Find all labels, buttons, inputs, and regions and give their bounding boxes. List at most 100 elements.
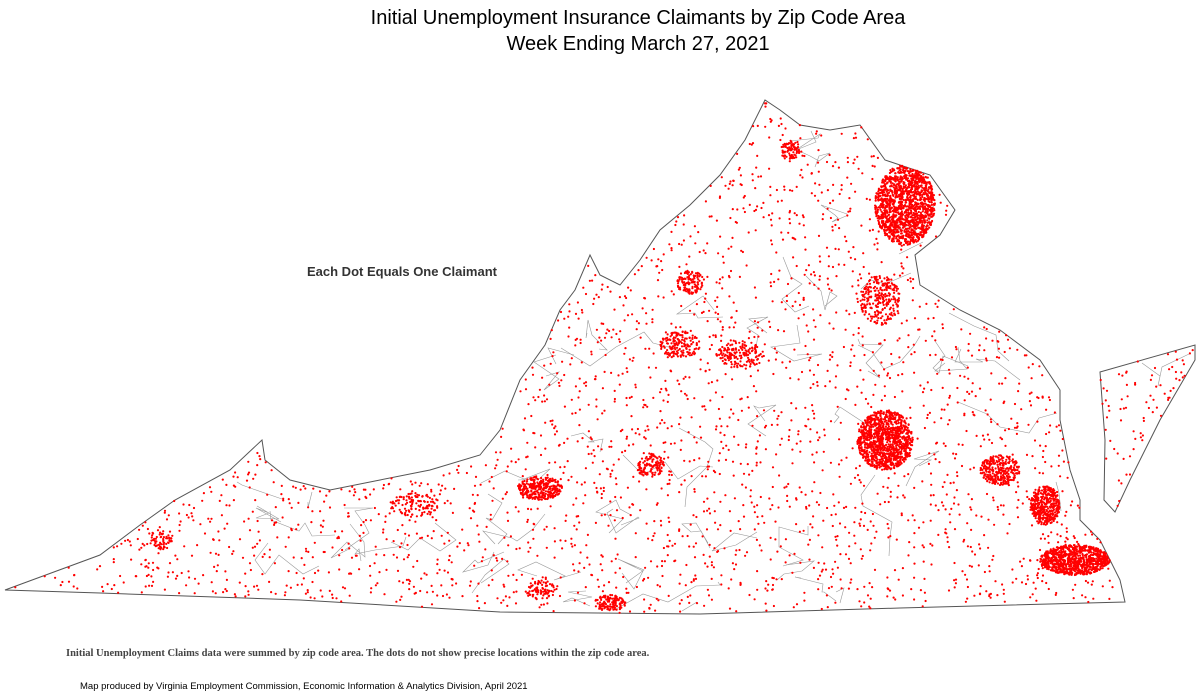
claimant-dot [443,502,446,505]
claimant-dot [567,479,570,482]
claimant-dot [755,464,758,467]
claimant-dot [545,546,548,549]
claimant-dot [753,335,756,339]
claimant-dot [823,428,826,431]
claimant-dot [248,562,252,565]
claimant-dot [501,557,504,561]
claimant-dot [676,216,680,219]
claimant-dot [888,179,891,182]
claimant-dot [253,554,256,557]
claimant-dot [800,491,803,494]
claimant-dot [1145,401,1148,404]
claimant-dot [450,561,453,564]
claimant-dot [922,521,925,524]
claimant-dot [866,528,869,532]
claimant-dot [604,353,607,357]
claimant-dot [600,339,603,342]
claimant-dot [937,533,940,537]
claimant-dot [653,532,656,535]
claimant-dot [900,244,903,247]
claimant-dot [514,461,517,464]
claimant-dot [431,590,434,593]
claimant-dot [586,533,590,537]
claimant-dot [940,417,943,420]
claimant-dot [769,120,772,123]
claimant-dot [892,233,895,236]
claimant-dot [704,200,708,203]
county-border [617,558,645,590]
claimant-dot [788,189,792,192]
claimant-dot [515,590,518,593]
claimant-dot [802,529,805,532]
claimant-dot [857,327,860,330]
claimant-dot [752,385,756,388]
claimant-dot [670,425,673,428]
claimant-dot [178,592,181,595]
claimant-dot [469,517,473,520]
claimant-dot [848,531,851,534]
claimant-dot [1132,448,1135,451]
claimant-dot [583,382,586,385]
county-border [794,576,837,602]
claimant-dot [312,487,315,490]
claimant-dot [1032,581,1035,584]
claimant-dot [913,351,916,354]
claimant-dot [898,201,901,204]
claimant-dot [900,512,903,515]
claimant-dot [701,475,704,478]
claimant-dot [904,223,907,226]
claimant-dot [906,217,909,220]
claimant-dot [668,539,671,543]
claimant-dot [193,592,196,595]
claimant-dot [783,188,786,191]
claimant-dot [907,346,910,349]
claimant-dot [430,584,433,588]
claimant-dot [284,591,287,594]
claimant-dot [545,398,549,401]
claimant-dot [971,550,974,553]
claimant-dot [647,537,650,540]
claimant-dot [1050,531,1053,534]
claimant-dot [886,372,890,375]
claimant-dot [850,348,853,351]
claimant-dot [622,575,625,579]
claimant-dot [568,303,571,306]
claimant-dot [897,374,900,377]
claimant-dot [569,363,572,366]
claimant-dot [1038,365,1041,368]
claimant-dot [642,452,645,455]
claimant-dot [754,187,757,190]
claimant-dot [430,537,433,540]
claimant-dot [747,231,750,234]
claimant-dot [751,469,754,472]
claimant-dot [860,426,863,429]
claimant-dot [966,545,970,548]
claimant-dot [893,440,896,443]
claimant-dot [890,223,894,226]
claimant-dot [1011,581,1014,584]
claimant-dot [510,460,513,463]
claimant-dot [930,388,933,392]
claimant-dot [1086,581,1090,584]
claimant-dot [695,515,698,519]
claimant-dot [885,201,889,205]
claimant-dot [884,460,887,463]
claimant-dot [331,596,334,600]
claimant-dot [717,407,721,411]
claimant-dot [764,105,767,108]
claimant-dot [212,538,215,541]
county-border [622,454,714,480]
claimant-dot [866,138,869,141]
claimant-dot [672,293,675,296]
claimant-dot [884,205,887,208]
claimant-dot [899,175,902,178]
claimant-dot [869,597,872,600]
claimant-dot [445,593,448,596]
claimant-dot [553,527,556,530]
claimant-dot [859,481,862,484]
claimant-dot [745,551,749,554]
claimant-dot [920,201,923,204]
claimant-dot [756,440,759,443]
claimant-dot [595,486,598,490]
claimant-dot [886,195,889,198]
